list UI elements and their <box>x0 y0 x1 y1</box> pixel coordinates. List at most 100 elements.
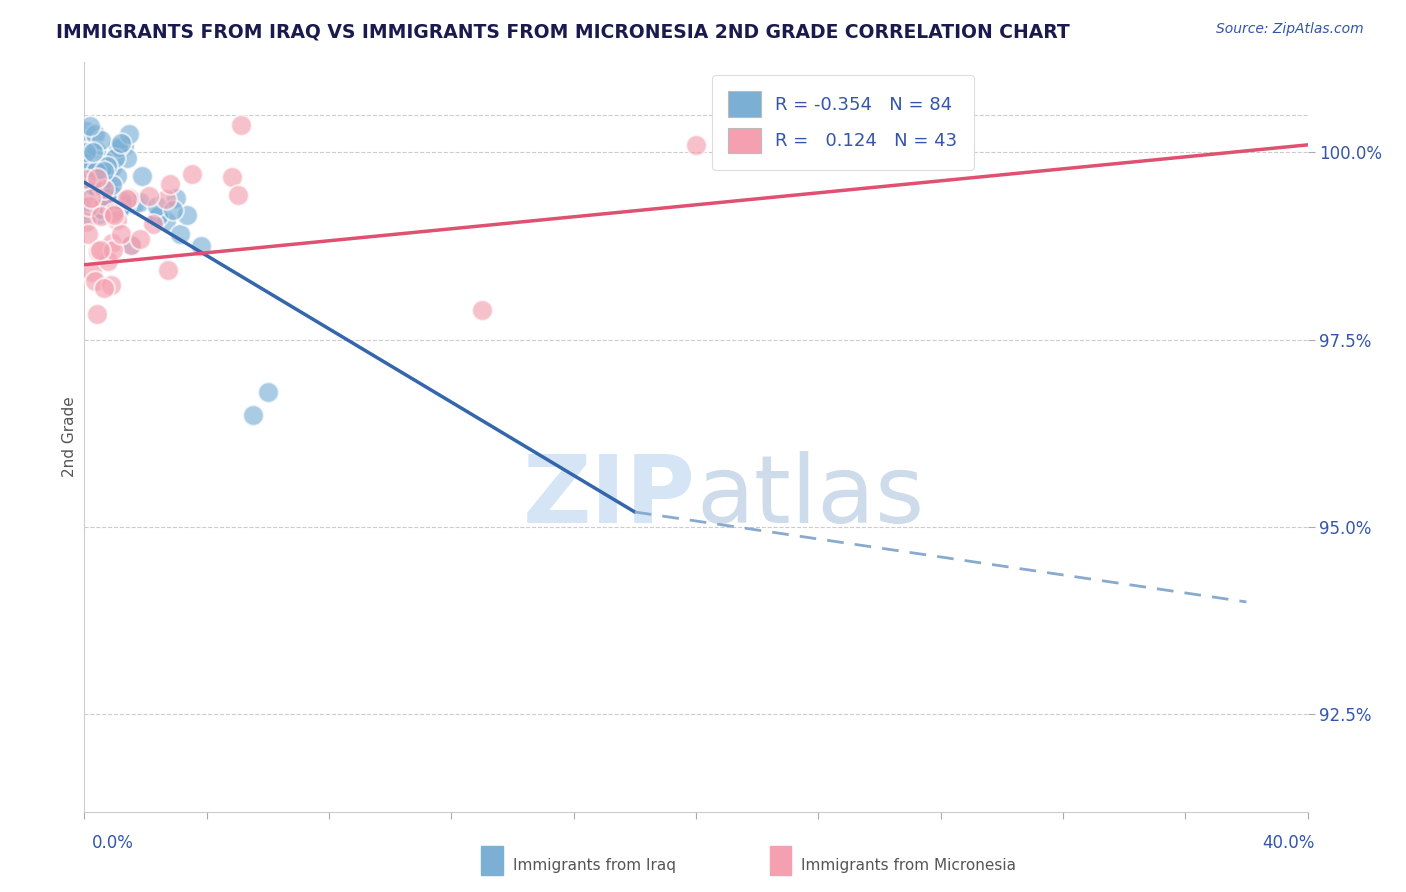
Point <box>146 199 169 213</box>
Point <box>115 151 138 165</box>
Point <box>685 137 707 152</box>
Point <box>257 385 280 400</box>
Point <box>156 263 179 277</box>
Point <box>165 191 187 205</box>
Point <box>93 196 115 211</box>
Point <box>75 124 97 138</box>
Point <box>90 178 112 192</box>
Point <box>93 164 115 178</box>
Point <box>107 213 129 227</box>
Point <box>108 203 131 218</box>
Point <box>128 232 150 246</box>
Point <box>75 207 97 221</box>
Point <box>97 197 120 211</box>
Point <box>77 227 100 241</box>
Point <box>110 136 132 150</box>
Point <box>146 209 169 223</box>
Point <box>155 192 177 206</box>
Point <box>129 194 152 209</box>
Point <box>176 208 198 222</box>
Text: 40.0%: 40.0% <box>1263 834 1315 852</box>
Point <box>221 170 243 185</box>
Point <box>138 188 160 202</box>
Point <box>86 158 108 172</box>
Point <box>94 203 117 218</box>
Text: 0.0%: 0.0% <box>91 834 134 852</box>
Point <box>118 191 141 205</box>
Point <box>115 192 138 206</box>
Point <box>90 202 112 217</box>
Point <box>86 170 108 185</box>
Point <box>93 154 115 169</box>
Point <box>86 307 108 321</box>
Point <box>82 145 104 159</box>
Point <box>87 206 110 220</box>
Point <box>83 174 105 188</box>
Point <box>169 227 191 241</box>
Point <box>91 173 114 187</box>
Point <box>101 244 124 258</box>
Point <box>181 167 204 181</box>
Point <box>104 151 127 165</box>
Point <box>84 145 107 159</box>
Point <box>87 186 110 201</box>
Point <box>96 181 118 195</box>
Point <box>229 118 252 132</box>
Text: ZIP: ZIP <box>523 451 696 543</box>
Point <box>84 274 107 288</box>
Point <box>94 154 117 169</box>
Text: atlas: atlas <box>696 451 924 543</box>
Point <box>76 161 98 176</box>
Point <box>83 127 105 141</box>
Point <box>87 169 110 183</box>
Point <box>77 178 100 193</box>
Point <box>79 119 101 133</box>
Point <box>96 191 118 205</box>
Point <box>108 141 131 155</box>
Point <box>75 145 97 159</box>
Point <box>159 178 181 192</box>
Point <box>89 243 111 257</box>
Point <box>105 169 128 184</box>
Point <box>87 166 110 180</box>
Point <box>93 182 115 196</box>
Point <box>82 265 104 279</box>
Text: IMMIGRANTS FROM IRAQ VS IMMIGRANTS FROM MICRONESIA 2ND GRADE CORRELATION CHART: IMMIGRANTS FROM IRAQ VS IMMIGRANTS FROM … <box>56 22 1070 41</box>
Point <box>97 199 120 213</box>
Point <box>101 160 124 174</box>
Point <box>114 196 136 211</box>
Point <box>94 204 117 219</box>
Point <box>110 227 132 241</box>
Point <box>120 237 142 252</box>
Point <box>190 239 212 253</box>
Point <box>101 178 124 193</box>
Point <box>76 189 98 203</box>
Point <box>90 209 112 223</box>
Point <box>84 163 107 178</box>
Legend: R = -0.354   N = 84, R =   0.124   N = 43: R = -0.354 N = 84, R = 0.124 N = 43 <box>711 75 973 169</box>
Point <box>226 187 249 202</box>
Text: Source: ZipAtlas.com: Source: ZipAtlas.com <box>1216 22 1364 37</box>
Point <box>120 237 142 252</box>
Point <box>112 198 135 212</box>
Point <box>107 140 129 154</box>
Point <box>80 191 103 205</box>
Point <box>90 132 112 146</box>
Point <box>76 171 98 186</box>
Point <box>242 408 264 422</box>
Point <box>142 217 165 231</box>
Point <box>80 156 103 170</box>
Point <box>75 215 97 229</box>
Y-axis label: 2nd Grade: 2nd Grade <box>62 397 77 477</box>
Point <box>87 244 110 258</box>
Point <box>91 194 114 208</box>
Point <box>112 139 135 153</box>
Point <box>100 235 122 250</box>
Point <box>83 178 105 193</box>
Point <box>155 213 177 227</box>
Point <box>118 128 141 142</box>
Point <box>75 171 97 186</box>
Point <box>131 169 153 183</box>
Point <box>90 162 112 177</box>
Point <box>111 194 134 208</box>
